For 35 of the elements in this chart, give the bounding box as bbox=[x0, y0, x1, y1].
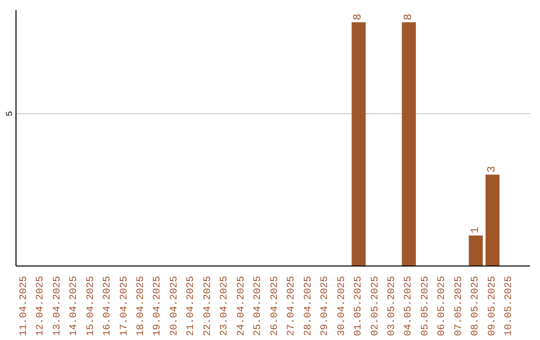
x-tick-label: 16.04.2025 bbox=[102, 276, 114, 336]
x-tick-label: 07.05.2025 bbox=[454, 276, 465, 336]
x-tick-label: 30.04.2025 bbox=[336, 276, 348, 336]
x-tick-label: 29.04.2025 bbox=[320, 276, 332, 336]
x-tick-label: 04.05.2025 bbox=[404, 276, 415, 336]
x-tick-label: 21.04.2025 bbox=[186, 276, 198, 336]
x-tick-label: 14.04.2025 bbox=[69, 276, 80, 336]
x-tick-label: 23.04.2025 bbox=[220, 276, 231, 336]
x-tick-label: 08.05.2025 bbox=[470, 276, 482, 336]
x-tick-label: 27.04.2025 bbox=[286, 276, 298, 336]
x-tick-label: 15.04.2025 bbox=[86, 276, 97, 336]
y-tick-label: 5 bbox=[5, 110, 15, 116]
x-tick-label: 20.04.2025 bbox=[169, 276, 180, 336]
x-tick-label: 01.05.2025 bbox=[354, 276, 365, 336]
x-tick-label: 03.05.2025 bbox=[387, 276, 398, 336]
x-tick-label: 06.05.2025 bbox=[437, 276, 448, 336]
x-tick-label: 12.04.2025 bbox=[36, 276, 47, 336]
x-tick-label: 10.05.2025 bbox=[504, 276, 516, 336]
x-tick-label: 13.04.2025 bbox=[52, 276, 64, 336]
x-tick-label: 05.05.2025 bbox=[420, 276, 432, 336]
x-tick-label: 11.04.2025 bbox=[18, 276, 30, 336]
x-tick-label: 26.04.2025 bbox=[270, 276, 281, 336]
x-tick-label: 25.04.2025 bbox=[253, 276, 264, 336]
data-label: 3 bbox=[486, 166, 499, 173]
x-tick-label: 18.04.2025 bbox=[136, 276, 147, 336]
data-label: 8 bbox=[402, 14, 415, 20]
x-tick-label: 09.05.2025 bbox=[487, 276, 498, 336]
x-tick-label: 17.04.2025 bbox=[119, 276, 130, 336]
x-tick-label: 22.04.2025 bbox=[202, 276, 214, 336]
data-label: 8 bbox=[352, 14, 365, 20]
x-tick-label: 19.04.2025 bbox=[152, 276, 164, 336]
x-tick-label: 02.05.2025 bbox=[370, 276, 382, 336]
data-label: 1 bbox=[470, 226, 482, 234]
x-tick-label: 24.04.2025 bbox=[236, 276, 248, 336]
x-tick-label: 28.04.2025 bbox=[303, 276, 314, 336]
